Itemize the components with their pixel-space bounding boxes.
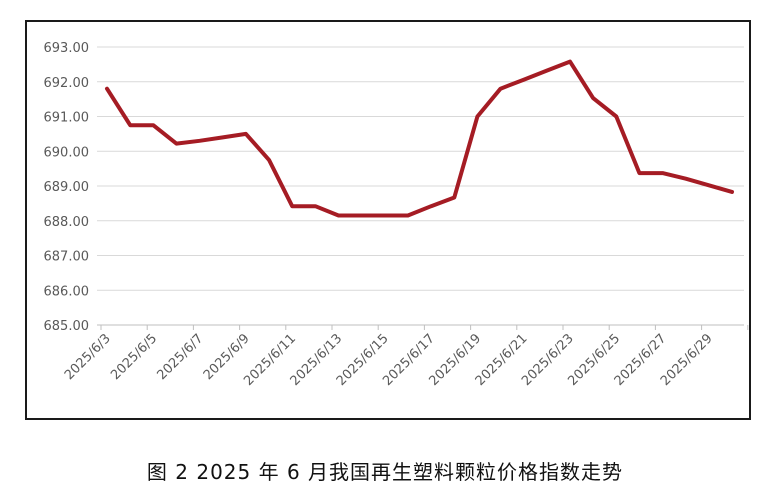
y-tick-label: 687.00	[44, 250, 90, 265]
x-tick-label: 2025/6/5	[108, 331, 160, 383]
series-line-0	[105, 59, 734, 218]
y-tick-label: 689.00	[44, 180, 90, 195]
line-chart: 693.00 692.00 691.00 690.00 689.00 688.00 687.…	[44, 41, 749, 389]
y-tick-label: 685.00	[44, 319, 90, 334]
chart-frame: 693.00 692.00 691.00 690.00 689.00 688.00 687.…	[25, 20, 751, 420]
y-tick-label: 688.00	[44, 215, 90, 230]
x-tick-label: 2025/6/7	[155, 331, 207, 383]
figure-caption: 图 2 2025 年 6 月我国再生塑料颗粒价格指数走势	[146, 460, 624, 484]
x-tick-label: 2025/6/3	[62, 331, 114, 383]
y-tick-label: 691.00	[44, 111, 90, 126]
y-tick-label: 692.00	[44, 76, 90, 91]
y-tick-label: 693.00	[44, 41, 90, 56]
y-tick-label: 690.00	[44, 145, 90, 160]
y-tick-label: 686.00	[44, 284, 90, 299]
